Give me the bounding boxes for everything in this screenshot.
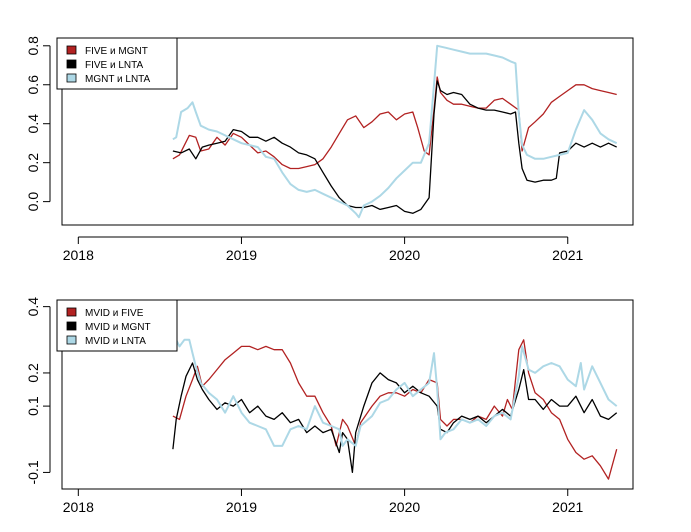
series-line-2 bbox=[172, 80, 617, 214]
series-line-1 bbox=[172, 339, 618, 480]
legend-label: MGNT и LNTA bbox=[85, 74, 151, 85]
legend-swatch bbox=[66, 307, 77, 317]
plot-frame bbox=[61, 37, 634, 226]
x-tick-label: 2018 bbox=[63, 499, 94, 515]
x-tick-label: 2020 bbox=[389, 247, 420, 263]
y-tick-label: -0.1 bbox=[25, 460, 41, 484]
series-line-3 bbox=[172, 338, 618, 447]
y-tick-label: 0.0 bbox=[25, 192, 41, 212]
x-tick-label: 2019 bbox=[226, 247, 257, 263]
legend-swatch bbox=[66, 45, 77, 55]
x-tick-label: 2019 bbox=[226, 499, 257, 515]
y-tick-label: 0.2 bbox=[25, 153, 41, 173]
x-tick-label: 2020 bbox=[389, 499, 420, 515]
legend-label: MVID и MGNT bbox=[85, 322, 151, 333]
y-tick-label: 0.2 bbox=[25, 363, 41, 383]
y-tick-label: 0.4 bbox=[25, 114, 41, 134]
legend-swatch bbox=[66, 321, 77, 331]
x-tick-label: 2018 bbox=[63, 247, 94, 263]
chart-panel-2: 2018 2019 2020 2021 -0.1 0.1 0.2 0.4 MVID и FIVE… bbox=[25, 297, 634, 515]
legend-box bbox=[56, 37, 178, 90]
legend-swatch bbox=[66, 59, 77, 69]
y-tick-label: 0.1 bbox=[25, 396, 41, 416]
legend-label: FIVE и MGNT bbox=[85, 46, 148, 57]
y-tick-label: 0.4 bbox=[25, 297, 41, 317]
legend-label: FIVE и LNTA bbox=[85, 60, 144, 71]
x-tick-label: 2021 bbox=[552, 247, 583, 263]
x-tick-label: 2021 bbox=[552, 499, 583, 515]
chart-panel-1: 2018 2019 2020 2021 0.0 0.2 0.4 0.6 0.8 FIVE и MG… bbox=[25, 36, 634, 263]
legend-swatch bbox=[66, 73, 77, 83]
legend-swatch bbox=[66, 335, 77, 345]
series-line-2 bbox=[172, 362, 618, 474]
y-tick-label: 0.8 bbox=[25, 36, 41, 56]
legend-label: MVID и FIVE bbox=[85, 308, 144, 319]
y-tick-label: 0.6 bbox=[25, 75, 41, 95]
legend-box bbox=[56, 299, 178, 352]
series-line-3 bbox=[172, 44, 618, 219]
legend-label: MVID и LNTA bbox=[85, 336, 146, 347]
